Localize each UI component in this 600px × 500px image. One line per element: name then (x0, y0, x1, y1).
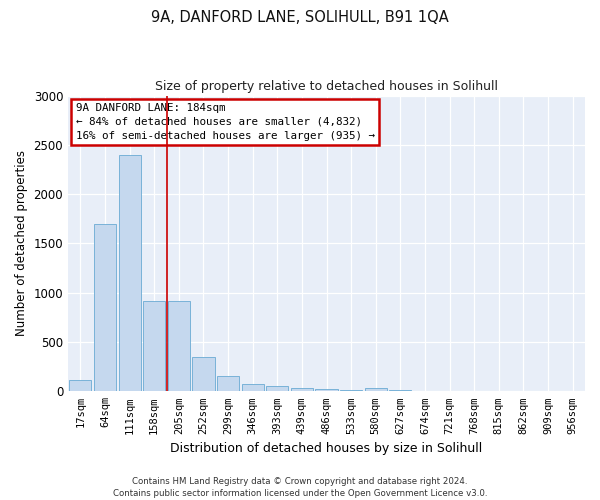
Y-axis label: Number of detached properties: Number of detached properties (15, 150, 28, 336)
Bar (365, 388, 387, 392)
Bar (389, 390, 412, 392)
Bar (291, 388, 313, 392)
Bar (340, 390, 362, 392)
Bar (217, 376, 239, 392)
Text: 9A DANFORD LANE: 184sqm
← 84% of detached houses are smaller (4,832)
16% of semi: 9A DANFORD LANE: 184sqm ← 84% of detache… (76, 103, 375, 141)
Text: Contains HM Land Registry data © Crown copyright and database right 2024.
Contai: Contains HM Land Registry data © Crown c… (113, 476, 487, 498)
Bar (94, 224, 116, 392)
X-axis label: Distribution of detached houses by size in Solihull: Distribution of detached houses by size … (170, 442, 482, 455)
Text: 9A, DANFORD LANE, SOLIHULL, B91 1QA: 9A, DANFORD LANE, SOLIHULL, B91 1QA (151, 10, 449, 25)
Bar (168, 300, 190, 392)
Bar (242, 384, 264, 392)
Bar (119, 154, 140, 392)
Bar (266, 386, 289, 392)
Bar (193, 357, 215, 392)
Bar (316, 390, 338, 392)
Title: Size of property relative to detached houses in Solihull: Size of property relative to detached ho… (155, 80, 498, 93)
Bar (143, 300, 165, 392)
Bar (69, 380, 91, 392)
